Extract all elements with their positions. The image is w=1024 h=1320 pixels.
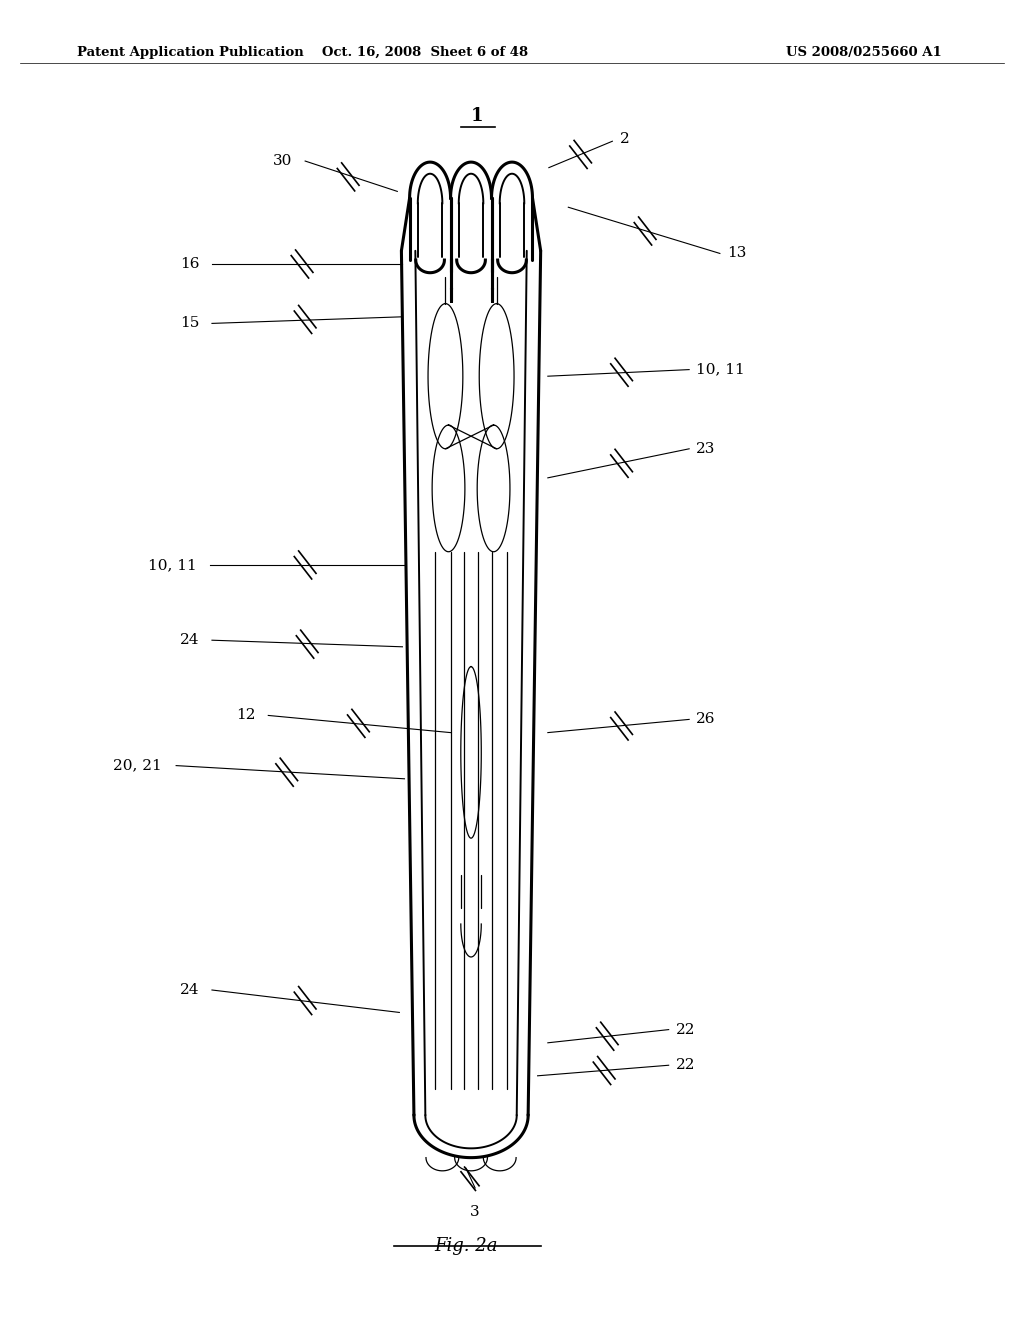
Text: 15: 15 (180, 317, 200, 330)
Text: 30: 30 (272, 154, 292, 168)
Text: 20, 21: 20, 21 (113, 759, 162, 772)
Text: US 2008/0255660 A1: US 2008/0255660 A1 (786, 46, 942, 59)
Text: 26: 26 (696, 713, 716, 726)
Text: 23: 23 (696, 442, 716, 455)
Text: 24: 24 (180, 983, 200, 997)
Text: 10, 11: 10, 11 (147, 558, 197, 572)
Text: 12: 12 (237, 709, 256, 722)
Text: 2: 2 (620, 132, 630, 145)
Text: 16: 16 (180, 257, 200, 271)
Text: 22: 22 (676, 1023, 695, 1036)
Text: 10, 11: 10, 11 (696, 363, 745, 376)
Text: 1: 1 (471, 107, 483, 125)
Text: 22: 22 (676, 1059, 695, 1072)
Text: Fig. 2a: Fig. 2a (434, 1237, 498, 1255)
Text: Patent Application Publication: Patent Application Publication (77, 46, 303, 59)
Text: 24: 24 (180, 634, 200, 647)
Text: 13: 13 (727, 247, 746, 260)
Text: 3: 3 (470, 1205, 480, 1220)
Text: Oct. 16, 2008  Sheet 6 of 48: Oct. 16, 2008 Sheet 6 of 48 (322, 46, 528, 59)
